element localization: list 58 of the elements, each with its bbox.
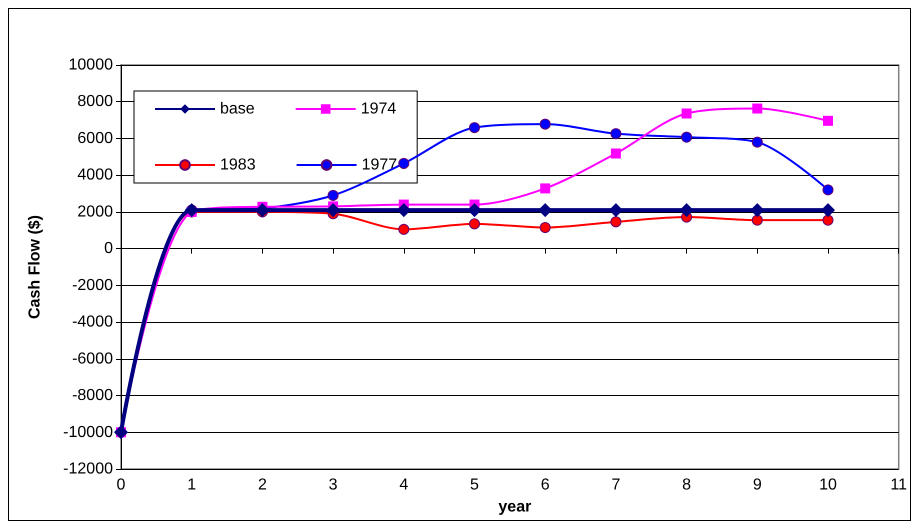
point (752, 214, 763, 226)
point (752, 104, 762, 114)
x-tick-label: 11 (890, 476, 908, 494)
point (752, 136, 763, 148)
legend-label: base (220, 100, 255, 118)
y-tick-label: 8000 (77, 93, 114, 110)
y-tick-label: -2000 (72, 276, 114, 294)
point (326, 203, 340, 218)
y-tick-label: -10000 (63, 424, 114, 441)
point (538, 203, 552, 218)
x-tick-label: 7 (611, 476, 620, 494)
point (750, 203, 764, 218)
point (610, 128, 622, 140)
x-tick-label: 5 (470, 476, 480, 494)
y-tick-label: -4000 (72, 314, 114, 331)
point (540, 118, 551, 130)
point (608, 203, 623, 218)
x-tick-label: 8 (682, 476, 692, 494)
y-tick-label: -12000 (63, 460, 114, 478)
point (820, 203, 835, 218)
point (682, 108, 692, 118)
y-tick-label: 0 (104, 240, 114, 258)
x-axis-title: year (498, 498, 532, 516)
point (540, 183, 550, 194)
point (469, 122, 480, 134)
y-tick-label: 6000 (77, 130, 114, 147)
point (822, 184, 834, 196)
y-axis-title: Cash Flow ($) (26, 214, 44, 320)
point (255, 203, 270, 218)
x-tick-label: 9 (752, 476, 762, 494)
x-tick-label: 0 (116, 476, 126, 494)
legend-label: 1983 (220, 156, 256, 174)
point (822, 116, 833, 126)
point (680, 203, 694, 218)
point (398, 224, 410, 235)
point (540, 222, 551, 234)
y-tick-label: -6000 (72, 350, 114, 368)
point (610, 148, 621, 159)
x-tick-label: 10 (819, 476, 837, 494)
point (610, 216, 622, 228)
point (398, 158, 410, 169)
x-tick-label: 1 (187, 476, 196, 494)
x-tick-label: 3 (328, 476, 338, 494)
legend-label: 1977 (362, 156, 398, 174)
point (822, 214, 834, 226)
y-tick-label: 2000 (77, 203, 114, 220)
x-tick-label: 6 (540, 476, 550, 494)
y-tick-label: -8000 (72, 387, 114, 404)
point (328, 190, 339, 201)
point (468, 203, 482, 218)
legend-label: 1974 (360, 100, 396, 118)
x-tick-label: 4 (399, 476, 408, 494)
y-tick-label: 10000 (68, 56, 114, 74)
point (681, 132, 692, 143)
x-tick-label: 2 (258, 476, 267, 494)
y-tick-label: 4000 (77, 166, 114, 184)
point (396, 203, 411, 218)
point (469, 218, 480, 230)
